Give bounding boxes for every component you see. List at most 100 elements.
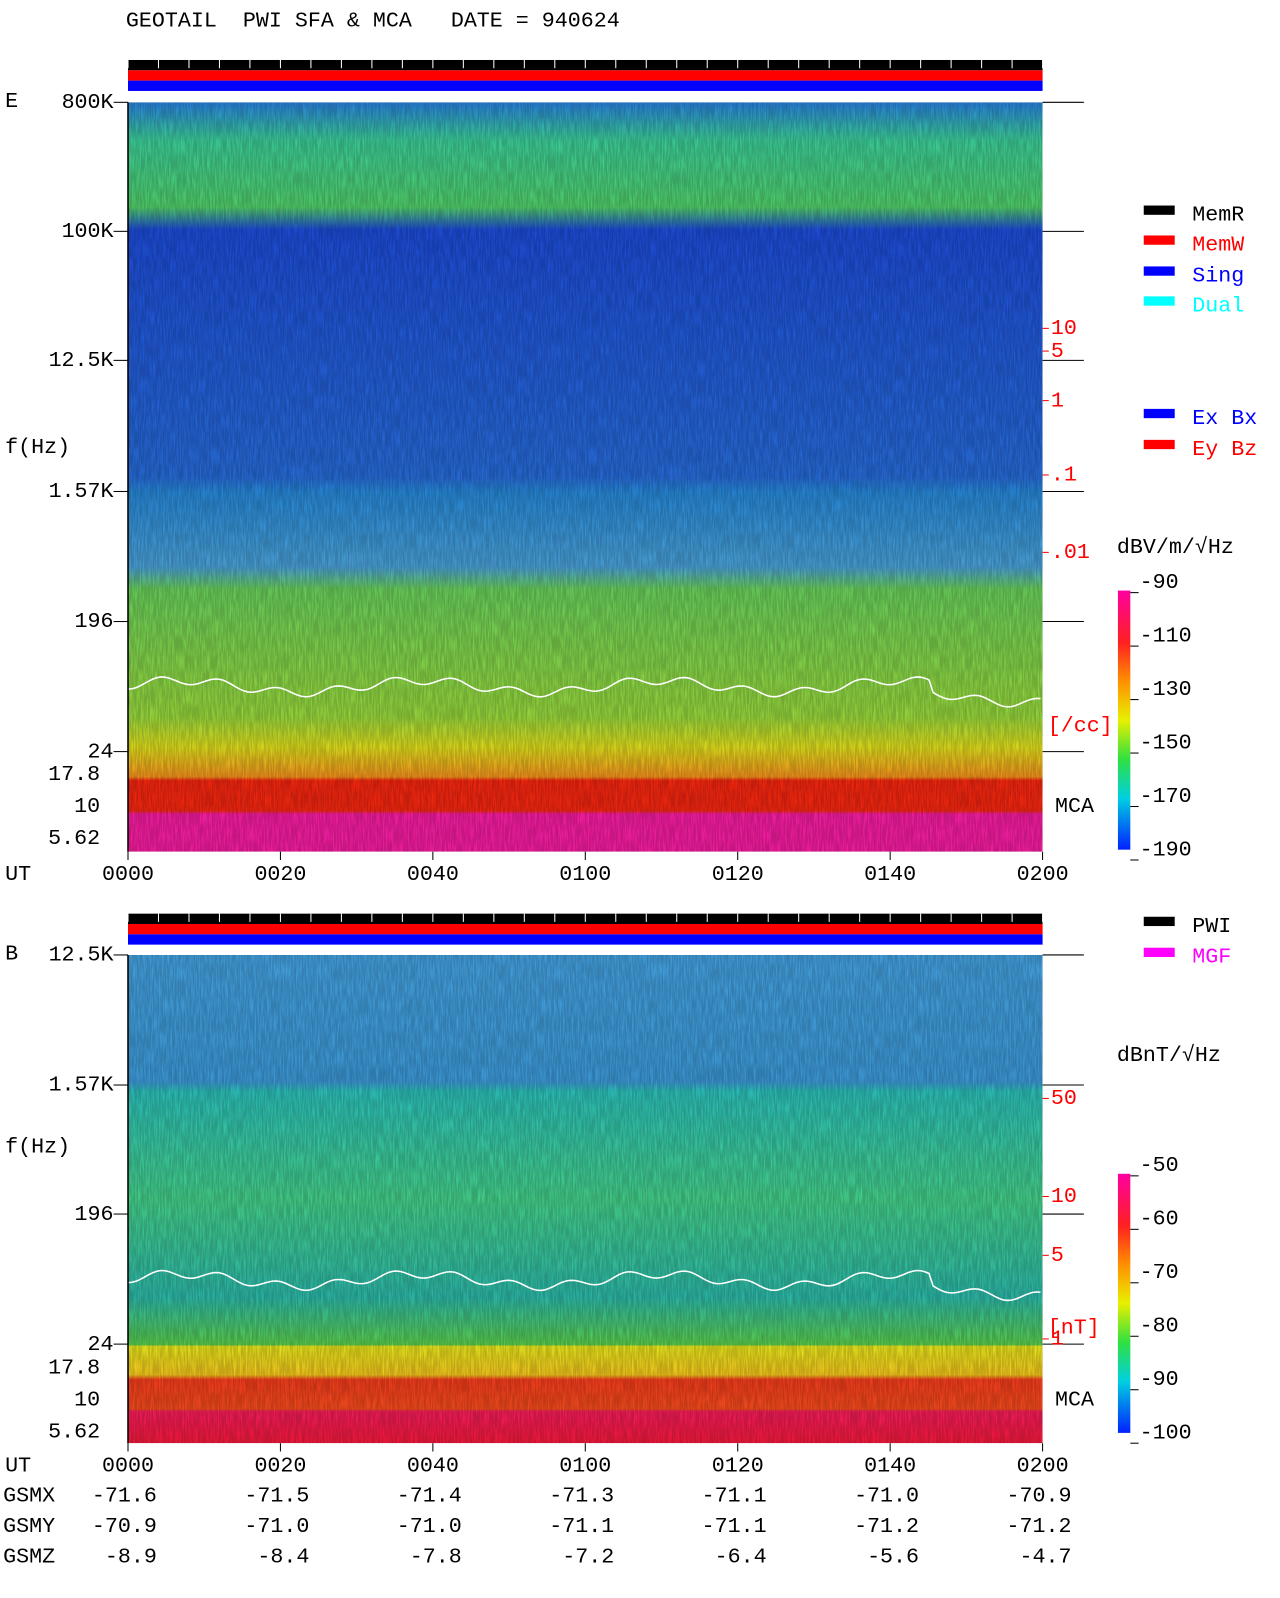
mca-tick-label: 10	[74, 1388, 100, 1413]
density-tick-label: .1	[1051, 463, 1077, 488]
density-trace	[127, 1269, 1041, 1302]
legend-swatch	[1143, 916, 1175, 927]
density-tick-label: 50	[1051, 1086, 1077, 1111]
legend-label: Ey Bz	[1192, 437, 1257, 462]
time-tick-label: 0200	[1017, 862, 1069, 887]
density-tick-label: 10	[1051, 1184, 1077, 1209]
spectrogram	[128, 954, 1043, 1444]
time-tick-label: 0040	[407, 1454, 459, 1479]
legend-label: MemW	[1192, 232, 1244, 257]
status-bar	[128, 923, 1043, 935]
orbit-value: -6.4	[715, 1544, 767, 1569]
mca-label: MCA	[1055, 1388, 1094, 1413]
colorbar-tick-label: -190	[1140, 837, 1192, 862]
freq-tick-label: 12.5K	[49, 348, 114, 373]
status-bar	[128, 934, 1043, 945]
freq-tick-label: 100K	[62, 219, 114, 244]
legend-swatch	[1143, 205, 1175, 215]
status-bar	[128, 80, 1043, 91]
mca-tick-label: 17.8	[48, 1356, 100, 1381]
time-tick-label: 0020	[254, 1454, 306, 1479]
x-axis-label: UT	[5, 1454, 31, 1479]
legend-swatch	[1143, 408, 1175, 419]
orbit-value: -5.6	[867, 1544, 919, 1569]
freq-tick-label: 196	[75, 1202, 114, 1227]
colorbar-tick-label: -170	[1140, 784, 1192, 809]
density-tick-label: 5	[1051, 339, 1064, 364]
freq-tick-label: 12.5K	[49, 943, 114, 968]
orbit-row-label: GSMY	[3, 1514, 55, 1539]
colorbar-tick-label: -50	[1140, 1153, 1179, 1178]
colorbar-unit: dBnT/√Hz	[1117, 1043, 1221, 1068]
time-tick-label: 0120	[712, 1454, 764, 1479]
mca-tick-label: 10	[74, 794, 100, 819]
density-trace	[127, 676, 1041, 708]
time-tick-label: 0120	[712, 862, 764, 887]
colorbar-tick-label: -90	[1140, 570, 1179, 595]
legend-label: Dual	[1192, 293, 1244, 318]
orbit-value: -71.0	[244, 1514, 309, 1539]
orbit-value: -7.8	[410, 1544, 462, 1569]
time-tick-label: 0000	[102, 1454, 154, 1479]
panel-label: B	[5, 942, 18, 967]
legend-swatch	[1143, 296, 1175, 306]
orbit-value: -8.9	[105, 1544, 157, 1569]
colorbar-tick-label: -130	[1140, 677, 1192, 702]
orbit-value: -71.4	[397, 1484, 462, 1509]
orbit-value: -71.1	[549, 1514, 614, 1539]
orbit-value: -8.4	[257, 1544, 309, 1569]
freq-tick-label: 24	[88, 739, 114, 764]
status-bar	[128, 70, 1043, 81]
mca-tick-label: 17.8	[48, 762, 100, 787]
colorbar-tick-label: -60	[1140, 1207, 1179, 1232]
density-tick-label: 1	[1051, 388, 1064, 413]
freq-tick-label: 196	[75, 609, 114, 634]
legend-swatch	[1143, 235, 1175, 245]
time-tick-label: 0140	[864, 1454, 916, 1479]
orbit-value: -71.0	[397, 1514, 462, 1539]
orbit-value: -71.6	[92, 1484, 157, 1509]
legend-swatch	[1143, 266, 1175, 276]
legend-label: MGF	[1192, 945, 1231, 970]
orbit-value: -4.7	[1019, 1544, 1071, 1569]
freq-tick-label: 1.57K	[49, 1073, 114, 1098]
legend-swatch	[1143, 947, 1175, 958]
density-tick-label: .01	[1051, 540, 1090, 565]
spectrogram	[128, 102, 1043, 852]
density-tick-label: 10	[1051, 316, 1077, 341]
time-tick-label: 0140	[864, 862, 916, 887]
time-tick-label: 0100	[559, 862, 611, 887]
legend-label: Sing	[1192, 263, 1244, 288]
orbit-row-label: GSMX	[3, 1484, 55, 1509]
time-tick-label: 0020	[254, 862, 306, 887]
mca-tick-label: 5.62	[48, 1420, 100, 1445]
x-axis-label: UT	[5, 862, 31, 887]
legend-label: MemR	[1192, 203, 1244, 228]
time-tick-label: 0040	[407, 862, 459, 887]
density-unit: [/cc]	[1048, 714, 1113, 739]
colorbar-tick-label: -90	[1140, 1367, 1179, 1392]
mca-tick-label: 5.62	[48, 826, 100, 851]
density-tick-label: 5	[1051, 1243, 1064, 1268]
orbit-value: -71.1	[702, 1514, 767, 1539]
colorbar-unit: dBV/m/√Hz	[1117, 535, 1234, 560]
y-axis-label: f(Hz)	[5, 435, 70, 460]
title: GEOTAIL PWI SFA & MCA DATE = 940624	[126, 8, 620, 33]
orbit-row-label: GSMZ	[3, 1544, 55, 1569]
panel-label: E	[5, 89, 18, 114]
legend-label: PWI	[1192, 914, 1231, 939]
orbit-value: -71.2	[1006, 1514, 1071, 1539]
orbit-value: -7.2	[562, 1544, 614, 1569]
density-unit: [nT]	[1048, 1315, 1100, 1340]
density-tick-label: 1	[1051, 1327, 1064, 1352]
y-axis-label: f(Hz)	[5, 1135, 70, 1160]
orbit-value: -71.3	[549, 1484, 614, 1509]
mca-label: MCA	[1055, 794, 1094, 819]
colorbar-tick-label: -80	[1140, 1314, 1179, 1339]
orbit-value: -71.0	[854, 1484, 919, 1509]
colorbar-tick-label: -110	[1140, 623, 1192, 648]
orbit-value: -71.5	[244, 1484, 309, 1509]
orbit-value: -71.1	[702, 1484, 767, 1509]
